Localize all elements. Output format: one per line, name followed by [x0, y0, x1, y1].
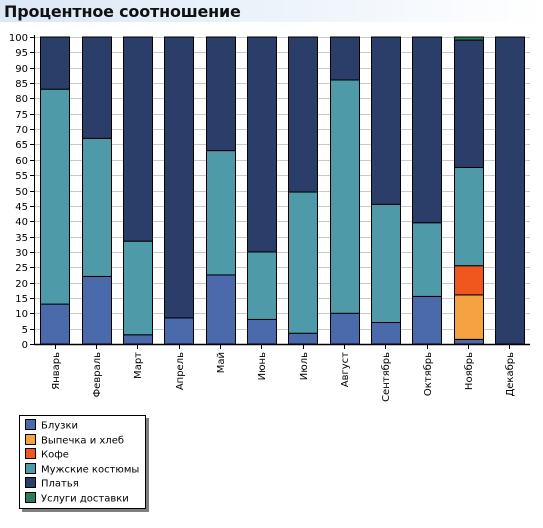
bar-segment [454, 166, 484, 267]
legend-item: Платья [25, 477, 79, 492]
bar-segment [82, 137, 112, 277]
bar-segment [454, 338, 484, 345]
bar-segment [123, 36, 153, 242]
legend-label: Платья [41, 478, 79, 490]
bar-segment [164, 317, 194, 345]
bar-segment [412, 222, 442, 297]
x-tick-label: Сентябрь [381, 352, 392, 402]
bar-segment [454, 294, 484, 340]
bar-segment [330, 36, 360, 81]
y-tick-label: 20 [15, 279, 28, 290]
bar-segment [247, 36, 277, 253]
y-tick-label: 15 [15, 294, 28, 305]
y-tick-label: 25 [15, 263, 28, 274]
y-tick-label: 65 [15, 140, 28, 151]
x-tick-label: Май [216, 352, 227, 373]
y-tick-label: 10 [15, 309, 28, 320]
legend-label: Услуги доставки [41, 493, 129, 504]
bar-segment [454, 265, 484, 296]
x-tick-label: Октябрь [423, 352, 434, 396]
x-tick-label: Апрель [175, 352, 186, 390]
legend-label: Блузки [41, 420, 79, 432]
legend-swatch [25, 491, 36, 503]
bar-segment [164, 36, 194, 319]
legend-label: Мужские костюмы [41, 464, 140, 475]
bar-segment [82, 36, 112, 139]
legend-swatch [25, 419, 36, 430]
legend-label: Кофе [41, 449, 69, 461]
chart-legend: Блузки Выпечка и хлеб Кофе Мужские костюмы П… [19, 415, 146, 509]
bar-segment [495, 36, 525, 345]
x-tick-label: Март [133, 352, 144, 379]
bar-segment [288, 191, 318, 334]
bar-segment [123, 240, 153, 336]
bar-segment [288, 332, 318, 345]
bar-segment [82, 275, 112, 345]
y-tick-label: 0 [22, 340, 28, 351]
x-tick-label: Февраль [92, 352, 103, 398]
legend-item: Мужские костюмы [25, 462, 140, 478]
x-tick-label: Декабрь [505, 352, 516, 397]
bar-segment [371, 36, 401, 205]
bar-segment [206, 274, 236, 345]
y-tick-label: 50 [15, 187, 28, 198]
y-tick-label: 45 [15, 202, 28, 213]
y-tick-label: 40 [15, 217, 28, 228]
legend-swatch [25, 433, 36, 445]
legend-swatch [25, 477, 36, 488]
bar-segment [288, 36, 318, 193]
chart-title: Процентное соотношение [4, 2, 241, 21]
bar-segment [371, 322, 401, 345]
chart-title-bar: Процентное соотношение [0, 0, 543, 22]
x-tick-label: Ноябрь [464, 352, 475, 390]
legend-item: Блузки [25, 419, 79, 434]
bar-segment [371, 203, 401, 324]
y-tick-label: 95 [15, 48, 28, 59]
bar-segment [454, 39, 484, 168]
bar-segment [247, 251, 277, 320]
y-tick-label: 60 [15, 156, 28, 167]
legend-label: Выпечка и хлеб [41, 435, 125, 446]
x-tick-label: Июнь [257, 352, 268, 380]
y-tick-label: 100 [9, 33, 28, 44]
bar-segment [40, 303, 70, 345]
bar-segment [123, 334, 153, 345]
y-tick-label: 90 [15, 64, 28, 75]
y-tick-label: 30 [15, 248, 28, 259]
y-tick-label: 5 [22, 325, 28, 336]
bar-segment [40, 36, 70, 90]
legend-swatch [25, 462, 36, 474]
y-tick-label: 80 [15, 94, 28, 105]
bar-segment [412, 295, 442, 345]
legend-item: Услуги доставки [25, 491, 129, 507]
y-tick-label: 75 [15, 110, 28, 121]
bar-segment [454, 36, 484, 41]
bar-segment [206, 36, 236, 152]
y-tick-label: 70 [15, 125, 28, 136]
stacked-bar-chart: 0 5 10 15 20 25 30 35 40 45 50 55 60 65 70 75 80 85 90 95 10… [9, 33, 530, 402]
bar-segment [40, 88, 70, 305]
x-tick-label: Август [340, 352, 351, 387]
bar-segment [412, 36, 442, 224]
bar-segment [330, 312, 360, 345]
bar-segment [247, 318, 277, 345]
legend-item: Выпечка и хлеб [25, 433, 125, 449]
x-tick-label: Июль [299, 352, 310, 380]
bar-segment [330, 79, 360, 314]
y-tick-label: 35 [15, 233, 28, 244]
y-tick-label: 55 [15, 171, 28, 182]
legend-item: Кофе [25, 448, 69, 463]
x-tick-label: Январь [51, 352, 62, 390]
y-tick-label: 85 [15, 79, 28, 90]
legend-swatch [25, 448, 36, 459]
bar-segment [206, 150, 236, 276]
